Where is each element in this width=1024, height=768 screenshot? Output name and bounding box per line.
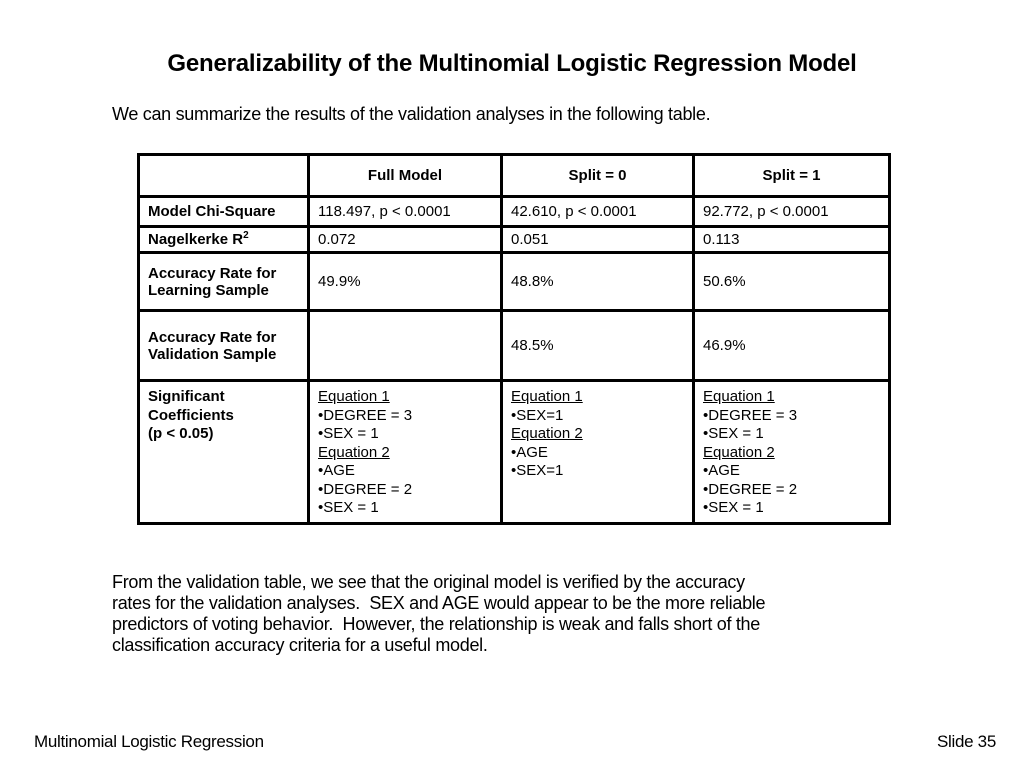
cell-chi-split1: 92.772, p < 0.0001 <box>692 195 891 228</box>
coef-line: Equation 1 <box>703 388 775 405</box>
cell-nag-split1: 0.113 <box>692 225 891 254</box>
nagelkerke-superscript: 2 <box>243 230 249 241</box>
row-label-chi-square: Model Chi-Square <box>137 195 310 228</box>
row-label-significant-coefficients: Significant Coefficients (p < 0.05) <box>137 379 310 525</box>
row-label-accuracy-validation: Accuracy Rate for Validation Sample <box>137 309 310 382</box>
coef-line: •DEGREE = 3 <box>703 406 798 424</box>
validation-table: Full Model Split = 0 Split = 1 Model Chi… <box>137 153 891 525</box>
cell-coef-split1: Equation 1 •DEGREE = 3 •SEX = 1 Equation 2 •… <box>692 379 891 525</box>
cell-chi-full: 118.497, p < 0.0001 <box>307 195 503 228</box>
cell-nag-split0: 0.051 <box>500 225 695 254</box>
coef-line: •SEX=1 <box>511 462 564 479</box>
coef-line: •AGE <box>703 462 740 479</box>
table-row-chi-square: Model Chi-Square 118.497, p < 0.0001 42.… <box>137 195 891 228</box>
cell-validation-full <box>307 309 503 382</box>
footer-title: Multinomial Logistic Regression <box>34 732 264 751</box>
table-row-accuracy-validation: Accuracy Rate for Validation Sample 48.5… <box>137 309 891 382</box>
cell-coef-full: Equation 1 •DEGREE = 3 •SEX = 1 Equation 2 •… <box>307 379 503 525</box>
slide-title: Generalizability of the Multinomial Logi… <box>167 50 857 77</box>
header-empty <box>137 153 310 198</box>
table-row-significant-coefficients: Significant Coefficients (p < 0.05) Equa… <box>137 379 891 525</box>
cell-validation-split1: 46.9% <box>692 309 891 382</box>
row-label-accuracy-learning: Accuracy Rate for Learning Sample <box>137 251 310 312</box>
header-split-0: Split = 0 <box>500 153 695 198</box>
cell-chi-split0: 42.610, p < 0.0001 <box>500 195 695 228</box>
coef-line: •DEGREE = 2 <box>318 480 413 498</box>
table-header-row: Full Model Split = 0 Split = 1 <box>137 153 891 198</box>
summary-paragraph: From the validation table, we see that t… <box>112 572 766 655</box>
coef-line: •DEGREE = 3 <box>318 406 413 424</box>
coef-line: Equation 2 <box>703 443 775 461</box>
cell-learning-split0: 48.8% <box>500 251 695 312</box>
nagelkerke-label-text: Nagelkerke R <box>148 231 244 248</box>
row-label-nagelkerke: Nagelkerke R2 <box>137 225 310 254</box>
coef-line: Equation 1 <box>318 388 390 405</box>
header-full-model: Full Model <box>307 153 503 198</box>
cell-validation-split0: 48.5% <box>500 309 695 382</box>
coef-line: •SEX = 1 <box>703 425 764 442</box>
coef-line: Equation 2 <box>511 425 583 442</box>
coef-line: •AGE <box>511 443 548 461</box>
intro-text: We can summarize the results of the vali… <box>112 104 711 124</box>
slide-number: Slide 35 <box>936 732 996 751</box>
coef-line: Equation 1 <box>511 388 583 405</box>
cell-learning-full: 49.9% <box>307 251 503 312</box>
table-row-accuracy-learning: Accuracy Rate for Learning Sample 49.9% … <box>137 251 891 312</box>
table-row-nagelkerke: Nagelkerke R2 0.072 0.051 0.113 <box>137 225 891 254</box>
cell-coef-split0: Equation 1 •SEX=1 Equation 2 •AGE •SEX=1 <box>500 379 695 525</box>
cell-learning-split1: 50.6% <box>692 251 891 312</box>
coef-line: •SEX = 1 <box>318 499 379 516</box>
coef-line: •AGE <box>318 462 355 479</box>
coef-line: •SEX = 1 <box>318 425 379 442</box>
header-split-1: Split = 1 <box>692 153 891 198</box>
coef-line: •SEX = 1 <box>703 499 764 516</box>
coef-line: •DEGREE = 2 <box>703 480 798 498</box>
coef-line: •SEX=1 <box>511 406 564 424</box>
coef-line: Equation 2 <box>318 443 390 461</box>
cell-nag-full: 0.072 <box>307 225 503 254</box>
